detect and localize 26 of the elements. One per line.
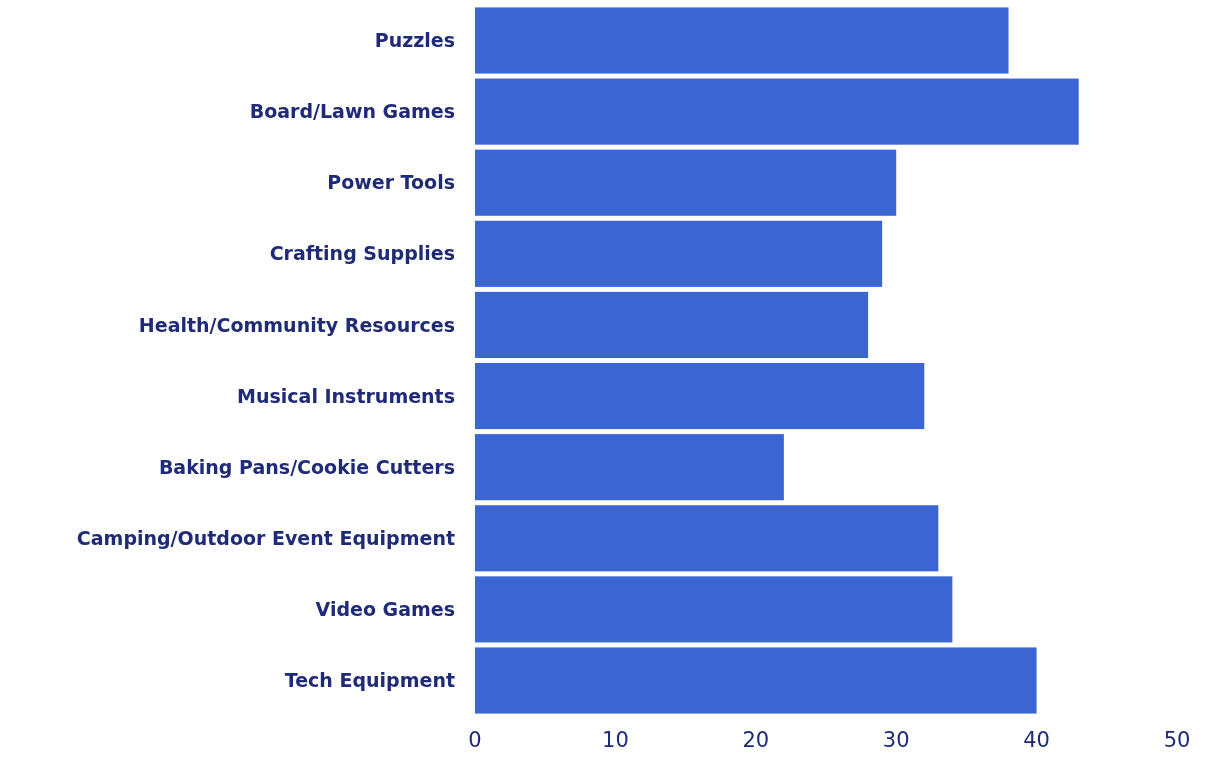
bar xyxy=(475,7,1009,74)
bar xyxy=(475,576,953,643)
y-tick-label: Video Games xyxy=(315,598,455,621)
y-tick-label: Musical Instruments xyxy=(237,384,455,407)
bar xyxy=(475,362,925,430)
y-tick-label: Health/Community Resources xyxy=(138,313,455,336)
y-tick-label: Camping/Outdoor Event Equipment xyxy=(76,526,455,549)
y-tick-label: Puzzles xyxy=(374,29,455,52)
y-tick-label: Board/Lawn Games xyxy=(249,100,455,123)
bar xyxy=(475,647,1037,714)
bar xyxy=(475,434,784,501)
bar xyxy=(475,505,939,572)
x-tick-label: 10 xyxy=(602,728,629,752)
y-tick-label: Baking Pans/Cookie Cutters xyxy=(158,455,455,478)
x-tick-label: 20 xyxy=(742,728,770,752)
x-tick-label: 30 xyxy=(882,728,910,752)
bar xyxy=(475,149,897,216)
bar xyxy=(475,220,883,287)
x-tick-label: 40 xyxy=(1023,728,1050,752)
y-tick-label: Tech Equipment xyxy=(284,669,455,692)
y-tick-label: Crafting Supplies xyxy=(269,242,455,265)
bar xyxy=(475,78,1079,145)
x-tick-label: 0 xyxy=(468,728,482,752)
x-tick-label: 50 xyxy=(1163,728,1191,752)
bar xyxy=(475,291,869,359)
y-tick-label: Power Tools xyxy=(327,171,455,194)
